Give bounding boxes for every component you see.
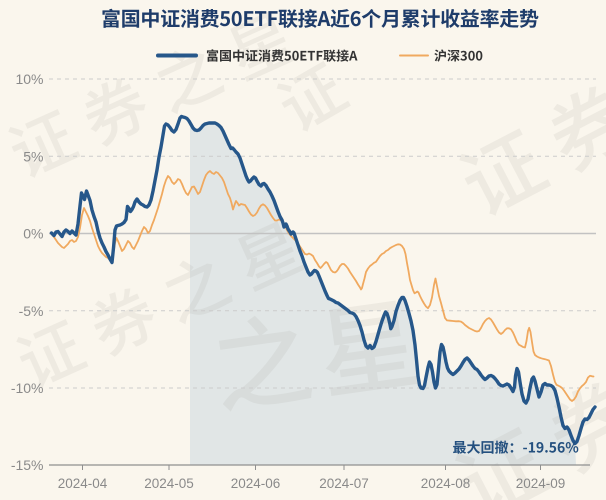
svg-text:5%: 5% <box>23 148 43 164</box>
svg-text:-5%: -5% <box>19 303 44 319</box>
svg-text:2024-09: 2024-09 <box>516 476 566 491</box>
svg-text:2024-06: 2024-06 <box>231 476 281 491</box>
svg-text:-10%: -10% <box>11 380 44 396</box>
svg-text:10%: 10% <box>15 71 43 87</box>
svg-text:2024-08: 2024-08 <box>421 476 471 491</box>
svg-text:-15%: -15% <box>11 457 44 473</box>
svg-text:0%: 0% <box>23 226 43 242</box>
svg-text:2024-07: 2024-07 <box>319 476 369 491</box>
svg-text:2024-05: 2024-05 <box>144 476 194 491</box>
svg-text:2024-04: 2024-04 <box>58 476 108 491</box>
